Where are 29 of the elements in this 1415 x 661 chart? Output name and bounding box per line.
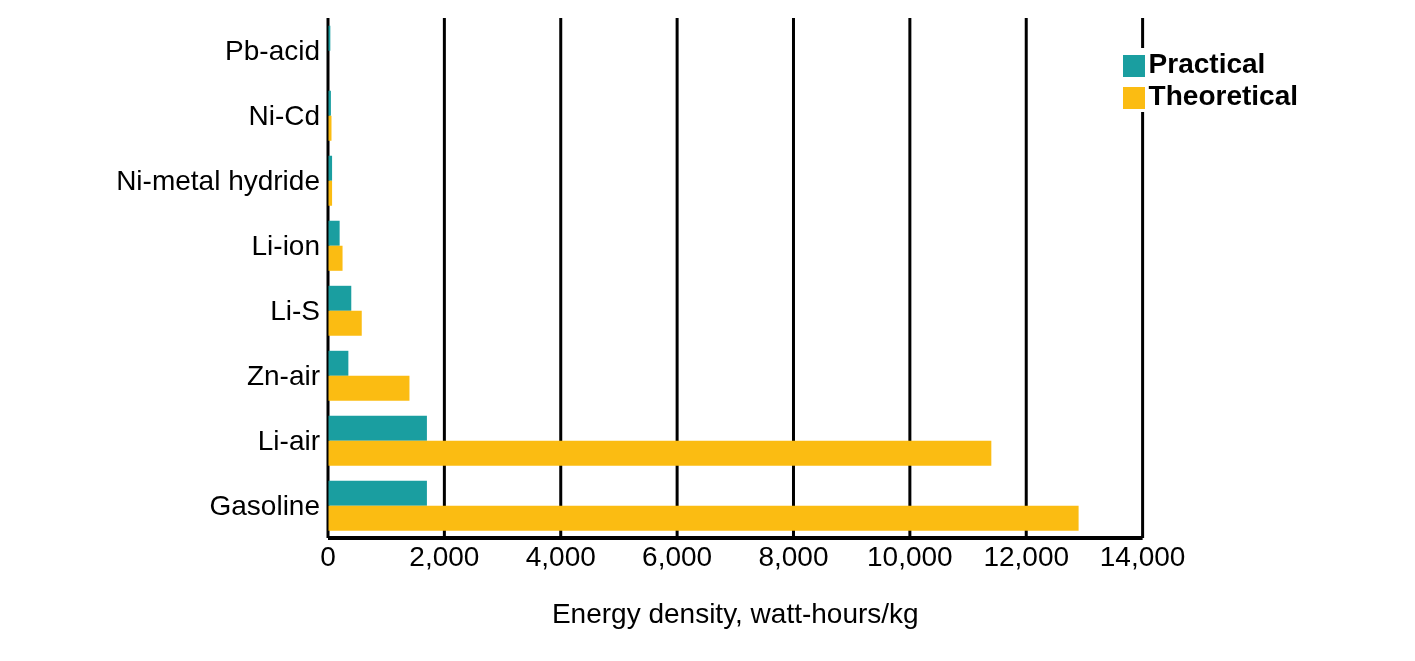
bar — [328, 285, 352, 311]
y-tick-label: Li-ion — [251, 230, 320, 262]
legend-label: Practical — [1148, 48, 1266, 79]
x-tick-label: 4,000 — [525, 540, 596, 572]
bar — [328, 415, 427, 441]
y-tick-label: Li-air — [257, 425, 320, 457]
bar — [328, 350, 349, 376]
y-tick-label: Gasoline — [209, 490, 320, 522]
x-tick-label: 12,000 — [983, 540, 1070, 572]
y-tick-label: Ni-Cd — [248, 100, 320, 132]
bar — [328, 440, 992, 466]
x-tick-label: 6,000 — [642, 540, 713, 572]
bar — [328, 220, 340, 246]
bar — [328, 505, 1079, 531]
x-tick-label: 8,000 — [758, 540, 829, 572]
legend-label: Theoretical — [1148, 80, 1298, 111]
x-tick-label: 0 — [320, 540, 336, 572]
bar — [328, 310, 362, 336]
bar — [328, 375, 410, 401]
x-tick-label: 14,000 — [1099, 540, 1186, 572]
bar — [328, 245, 343, 271]
y-tick-label: Zn-air — [246, 360, 320, 392]
y-tick-label: Ni-metal hydride — [116, 165, 320, 197]
y-tick-label: Li-S — [270, 295, 320, 327]
x-tick-label: 2,000 — [409, 540, 480, 572]
x-tick-label: 10,000 — [867, 540, 953, 572]
y-tick-label: Pb-acid — [225, 35, 320, 67]
bar — [328, 480, 427, 506]
x-axis-title: Energy density, watt-hours/kg — [551, 598, 919, 629]
